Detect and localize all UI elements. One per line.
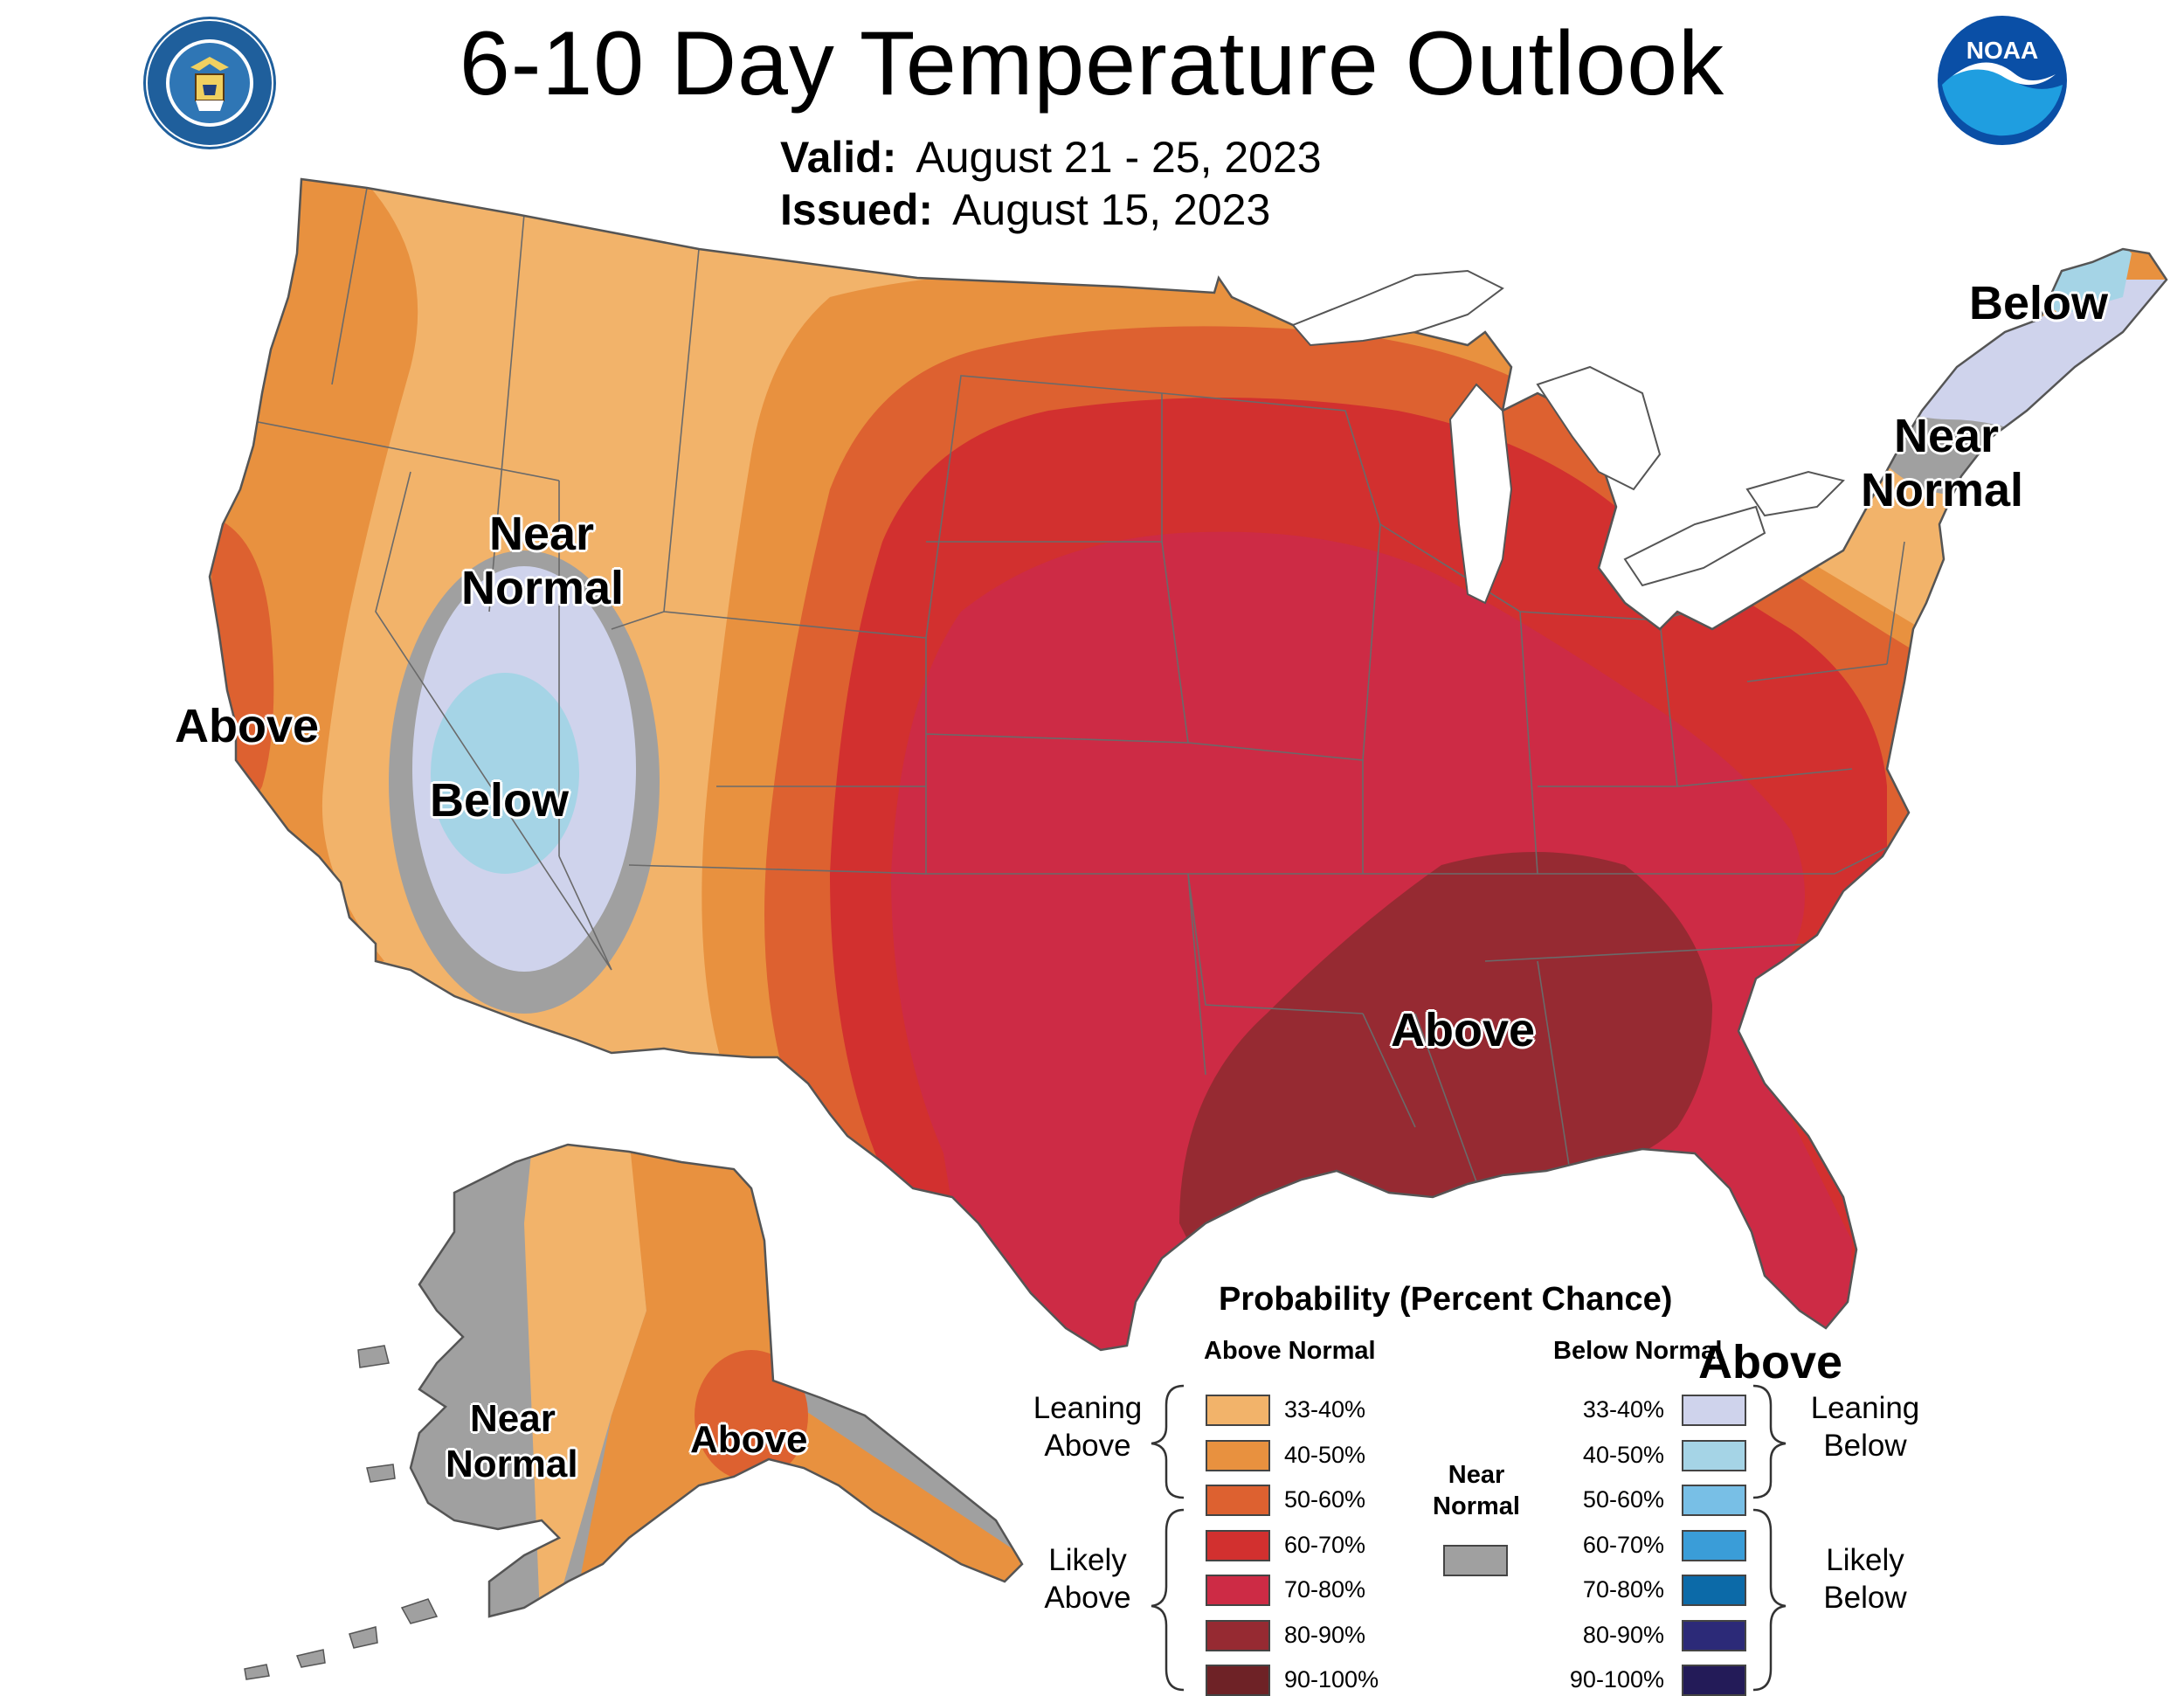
likely-below-line1: Likely — [1795, 1541, 1935, 1579]
legend-below-range: 70-80% — [1555, 1576, 1664, 1603]
legend-leaning-below: Leaning Below — [1791, 1389, 1939, 1464]
legend-below-swatch — [1682, 1530, 1746, 1561]
label-below-west: Below — [430, 773, 569, 827]
legend-above-header: Above Normal — [1204, 1337, 1376, 1366]
legend-above-range: 70-80% — [1284, 1576, 1365, 1603]
near-normal-line2: Normal — [1424, 1491, 1529, 1522]
legend-below-range: 90-100% — [1555, 1666, 1664, 1693]
label-above-ak: Above — [690, 1417, 807, 1463]
legend-likely-below: Likely Below — [1795, 1541, 1935, 1616]
legend-above-range: 40-50% — [1284, 1442, 1365, 1469]
label-near-normal-ak-2: Normal — [446, 1442, 578, 1487]
legend-above-range: 60-70% — [1284, 1532, 1365, 1559]
legend-below-swatch — [1682, 1665, 1746, 1696]
label-above-west: Above — [175, 699, 319, 753]
legend-near-normal: Near Normal — [1424, 1459, 1529, 1522]
likely-below-line2: Below — [1795, 1579, 1935, 1616]
brace-leaning-below — [1753, 1386, 1786, 1498]
lake-ontario — [1747, 472, 1843, 516]
legend-above-swatch — [1206, 1395, 1270, 1426]
legend-below-range: 60-70% — [1555, 1532, 1664, 1559]
legend-title: Probability (Percent Chance) — [1219, 1281, 1672, 1319]
brace-likely-below — [1753, 1510, 1786, 1690]
brace-likely-above — [1151, 1510, 1184, 1690]
legend-above-range: 50-60% — [1284, 1486, 1365, 1513]
lake-superior — [1293, 271, 1503, 345]
legend-below-range: 50-60% — [1555, 1486, 1664, 1513]
near-normal-line1: Near — [1424, 1459, 1529, 1491]
legend-above-range: 80-90% — [1284, 1622, 1365, 1649]
label-near-normal-west-1: Near — [489, 507, 594, 561]
label-near-normal-ne-2: Normal — [1861, 463, 2023, 517]
lake-erie — [1625, 507, 1765, 585]
legend-below-braces — [1749, 1379, 1801, 1693]
legend-above-swatch — [1206, 1620, 1270, 1651]
legend-above-braces — [1136, 1379, 1188, 1693]
legend-below-header: Below Normal — [1553, 1337, 1722, 1366]
legend-above-swatch — [1206, 1665, 1270, 1696]
leaning-below-line1: Leaning — [1791, 1389, 1939, 1427]
leaning-below-line2: Below — [1791, 1427, 1939, 1464]
legend-above-swatch — [1206, 1485, 1270, 1516]
legend-above-range: 90-100% — [1284, 1666, 1379, 1693]
legend-above-range: 33-40% — [1284, 1396, 1365, 1423]
label-near-normal-ak-1: Near — [470, 1396, 556, 1442]
legend-below-swatch — [1682, 1395, 1746, 1426]
legend-below-swatch — [1682, 1620, 1746, 1651]
legend-near-normal-swatch — [1443, 1545, 1508, 1576]
legend-below-range: 33-40% — [1555, 1396, 1664, 1423]
legend-below-swatch — [1682, 1440, 1746, 1471]
label-below-northeast: Below — [1969, 276, 2108, 330]
legend-below-range: 40-50% — [1555, 1442, 1664, 1469]
legend-below-swatch — [1682, 1485, 1746, 1516]
label-above-southeast: Above — [1391, 1003, 1535, 1057]
label-near-normal-ne-1: Near — [1894, 409, 1999, 463]
label-near-normal-west-2: Normal — [461, 561, 624, 615]
aleutian-islands — [245, 1346, 437, 1679]
legend-below-swatch — [1682, 1575, 1746, 1606]
legend-above-swatch — [1206, 1440, 1270, 1471]
brace-leaning-above — [1151, 1386, 1184, 1498]
legend-above-swatch — [1206, 1530, 1270, 1561]
legend-above-swatch — [1206, 1575, 1270, 1606]
legend-below-range: 80-90% — [1555, 1622, 1664, 1649]
